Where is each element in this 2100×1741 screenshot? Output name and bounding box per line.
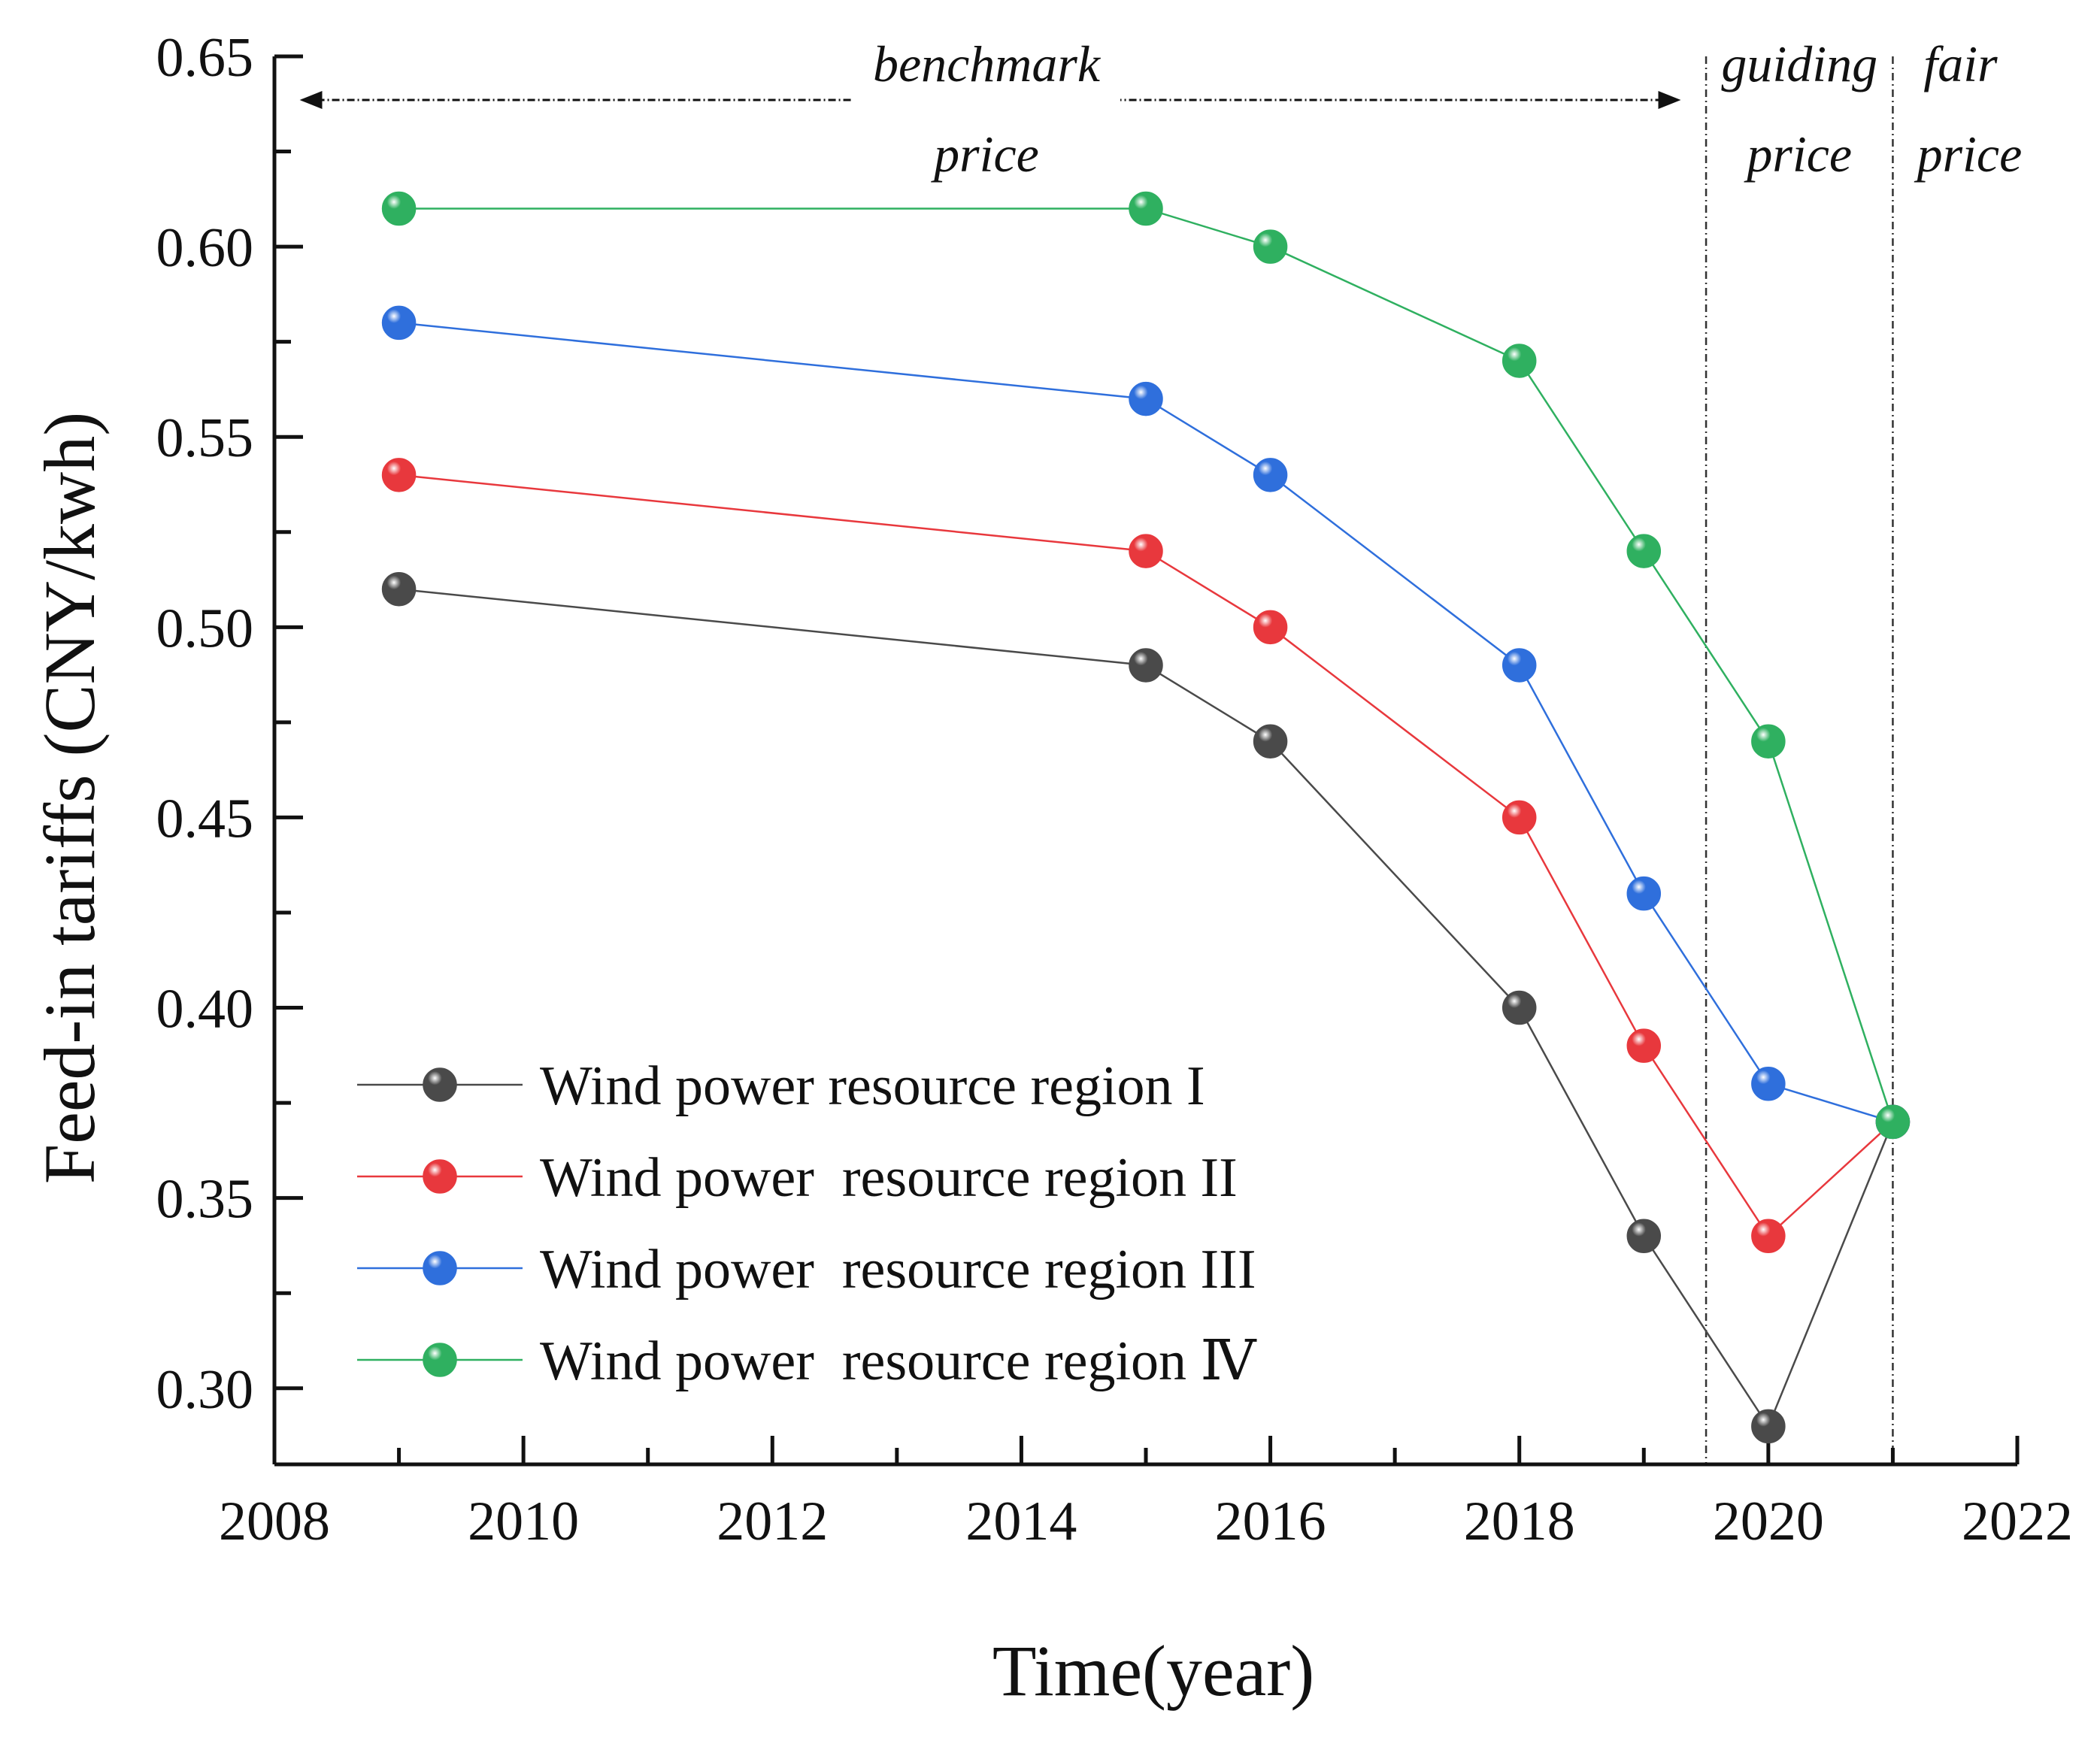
- legend-label: Wind power resource region II: [540, 1147, 1238, 1209]
- legend-entry: Wind power resource region Ⅳ: [357, 1331, 1258, 1392]
- data-point: [1626, 534, 1662, 568]
- x-tick-label: 2008: [219, 1491, 330, 1552]
- legend-swatch-marker: [423, 1251, 457, 1285]
- data-point: [1502, 800, 1537, 835]
- benchmark-label-line1: benchmark: [873, 35, 1102, 92]
- series-4: [381, 191, 1911, 1140]
- x-tick-label: 2020: [1713, 1491, 1824, 1552]
- data-point: [1129, 648, 1163, 683]
- legend-label: Wind power resource region I: [540, 1055, 1205, 1117]
- legend-swatch-marker: [423, 1067, 457, 1102]
- x-tick-label: 2018: [1464, 1491, 1575, 1552]
- y-axis-title: Feed-in tariffs (CNY/kwh): [29, 412, 110, 1184]
- data-point: [1751, 1067, 1786, 1101]
- legend-label: Wind power resource region III: [540, 1239, 1256, 1300]
- y-tick-label: 0.35: [156, 1169, 254, 1231]
- x-tick-label: 2014: [965, 1491, 1077, 1552]
- legend-label: Wind power resource region Ⅳ: [540, 1331, 1258, 1392]
- guiding-label-line2: price: [1744, 126, 1852, 183]
- data-point: [1502, 990, 1537, 1025]
- data-point: [1253, 724, 1288, 758]
- data-point: [1253, 610, 1288, 645]
- series-line: [398, 588, 1894, 1429]
- x-tick-label: 2016: [1215, 1491, 1326, 1552]
- y-tick-label: 0.40: [156, 979, 254, 1040]
- series-line: [398, 322, 1893, 1123]
- data-point: [1626, 1028, 1662, 1063]
- y-tick-label: 0.30: [156, 1359, 254, 1421]
- data-point: [1129, 381, 1163, 416]
- x-tick-label: 2012: [717, 1491, 828, 1552]
- fair-label-line1: fair: [1923, 35, 1998, 92]
- data-point: [1129, 534, 1163, 568]
- benchmark-label-line2: price: [931, 126, 1039, 183]
- fair-label-line2: price: [1914, 126, 2023, 183]
- x-tick-label: 2010: [468, 1491, 579, 1552]
- y-tick-label: 0.45: [156, 788, 254, 849]
- y-tick-label: 0.60: [156, 217, 254, 279]
- legend-swatch-marker: [423, 1343, 457, 1377]
- y-tick-label: 0.50: [156, 598, 254, 659]
- legend-entry: Wind power resource region I: [357, 1055, 1205, 1117]
- legend: Wind power resource region I Wind power r…: [357, 1055, 1258, 1392]
- data-point: [1875, 1104, 1911, 1140]
- data-point: [1502, 344, 1537, 378]
- data-point: [1626, 876, 1662, 911]
- data-point: [1751, 1219, 1786, 1254]
- legend-swatch-marker: [423, 1159, 457, 1194]
- legend-entry: Wind power resource region II: [357, 1147, 1238, 1209]
- data-point: [381, 571, 417, 607]
- y-tick-label: 0.65: [156, 27, 254, 89]
- data-point: [381, 191, 417, 226]
- y-tick-label: 0.55: [156, 407, 254, 469]
- data-point: [1253, 458, 1288, 492]
- data-point: [1751, 724, 1786, 758]
- data-point: [1253, 229, 1288, 264]
- data-point: [1129, 191, 1163, 226]
- data-point: [1502, 648, 1537, 683]
- data-point: [1626, 1219, 1662, 1254]
- series-2: [381, 458, 1911, 1254]
- series-layer: [381, 191, 1911, 1444]
- data-point: [1751, 1409, 1786, 1444]
- annotation-layer: benchmark price guiding price fair price: [299, 35, 2023, 1464]
- series-1: [381, 571, 1911, 1444]
- data-point: [381, 458, 417, 492]
- legend-entry: Wind power resource region III: [357, 1239, 1256, 1300]
- data-point: [381, 305, 417, 341]
- guiding-label-line1: guiding: [1721, 35, 1877, 92]
- benchmark-label-bg: [853, 36, 1120, 111]
- axes-layer: 2008 2010 2012 2014 2016 2018 2020 2022 0.30 0.35…: [29, 27, 2073, 1711]
- x-axis-title: Time(year): [992, 1630, 1314, 1711]
- series-3: [381, 305, 1911, 1140]
- x-tick-label: 2022: [1962, 1491, 2073, 1552]
